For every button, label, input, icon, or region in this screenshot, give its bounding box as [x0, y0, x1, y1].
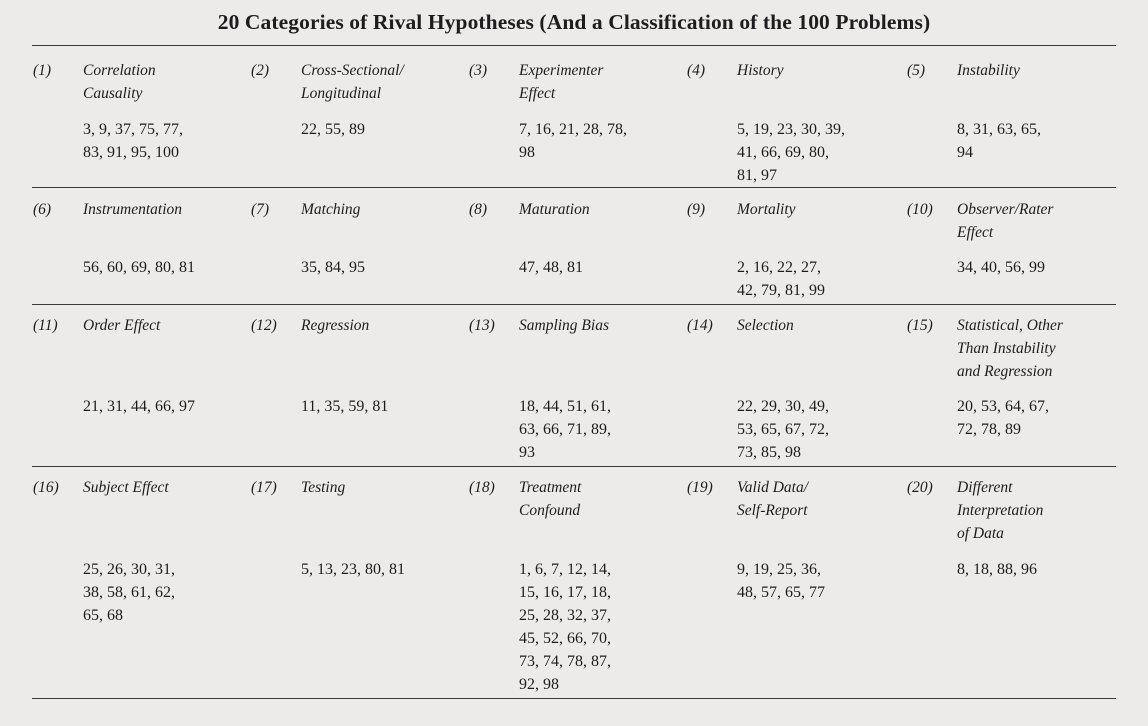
category-number: (12) [251, 317, 277, 334]
category-name: Maturation [519, 201, 590, 218]
problem-list: 56, 60, 69, 80, 81 [83, 259, 195, 276]
category-number: (4) [687, 62, 706, 79]
category-name: Treatment Confound [519, 479, 582, 519]
category-number: (3) [469, 62, 488, 79]
problem-list: 47, 48, 81 [519, 259, 583, 276]
category-name: Regression [301, 317, 370, 334]
top-rule [32, 45, 1116, 46]
category-name: Experimenter Effect [519, 62, 604, 102]
category-name: Selection [737, 317, 794, 334]
page-title: 20 Categories of Rival Hypotheses (And a… [217, 10, 931, 34]
category-name: Subject Effect [83, 479, 169, 496]
category-number: (19) [687, 479, 713, 496]
category-name: Testing [301, 479, 346, 496]
category-number: (10) [907, 201, 933, 218]
bottom-rule [32, 698, 1116, 699]
category-number: (14) [687, 317, 713, 334]
problem-list: 11, 35, 59, 81 [301, 398, 389, 415]
problem-list: 7, 16, 21, 28, 78, 98 [519, 121, 627, 161]
problem-list: 9, 19, 25, 36, 48, 57, 65, 77 [737, 561, 825, 601]
category-number: (15) [907, 317, 933, 334]
problem-list: 5, 13, 23, 80, 81 [301, 561, 405, 578]
problem-list: 25, 26, 30, 31, 38, 58, 61, 62, 65, 68 [83, 561, 175, 624]
problem-list: 21, 31, 44, 66, 97 [83, 398, 195, 415]
problem-list: 1, 6, 7, 12, 14, 15, 16, 17, 18, 25, 28,… [519, 561, 611, 693]
problem-list: 18, 44, 51, 61, 63, 66, 71, 89, 93 [519, 398, 611, 461]
category-number: (9) [687, 201, 706, 218]
category-name: Valid Data/ Self-Report [737, 479, 809, 519]
category-name: Observer/Rater Effect [957, 201, 1054, 241]
category-number: (6) [33, 201, 52, 218]
problem-list: 8, 31, 63, 65, 94 [957, 121, 1041, 161]
problem-list: 2, 16, 22, 27, 42, 79, 81, 99 [737, 259, 825, 299]
category-name: Matching [301, 201, 361, 218]
category-number: (7) [251, 201, 270, 218]
problem-list: 22, 29, 30, 49, 53, 65, 67, 72, 73, 85, … [737, 398, 829, 461]
category-number: (5) [907, 62, 926, 79]
category-number: (18) [469, 479, 495, 496]
problem-list: 5, 19, 23, 30, 39, 41, 66, 69, 80, 81, 9… [737, 121, 845, 184]
category-name: Instrumentation [83, 201, 183, 218]
category-name: Cross-Sectional/ Longitudinal [301, 62, 404, 102]
problem-list: 34, 40, 56, 99 [957, 259, 1045, 276]
problem-list: 3, 9, 37, 75, 77, 83, 91, 95, 100 [83, 121, 183, 161]
category-name: Order Effect [83, 317, 161, 334]
category-number: (2) [251, 62, 270, 79]
row-divider [32, 466, 1116, 467]
category-name: History [737, 62, 784, 79]
category-name: Mortality [737, 201, 796, 218]
category-name: Instability [957, 62, 1020, 79]
category-name: Statistical, Other Than Instability and … [957, 317, 1063, 380]
problem-list: 22, 55, 89 [301, 121, 365, 138]
row-divider [32, 187, 1116, 188]
problem-list: 8, 18, 88, 96 [957, 561, 1037, 578]
row-divider [32, 304, 1116, 305]
category-name: Sampling Bias [519, 317, 609, 334]
category-number: (16) [33, 479, 59, 496]
category-number: (1) [33, 62, 52, 79]
category-number: (13) [469, 317, 495, 334]
category-name: Different Interpretation of Data [957, 479, 1044, 542]
category-number: (8) [469, 201, 488, 218]
problem-list: 35, 84, 95 [301, 259, 365, 276]
category-name: Correlation Causality [83, 62, 156, 102]
category-number: (11) [33, 317, 58, 334]
category-number: (20) [907, 479, 933, 496]
category-number: (17) [251, 479, 277, 496]
problem-list: 20, 53, 64, 67, 72, 78, 89 [957, 398, 1049, 438]
